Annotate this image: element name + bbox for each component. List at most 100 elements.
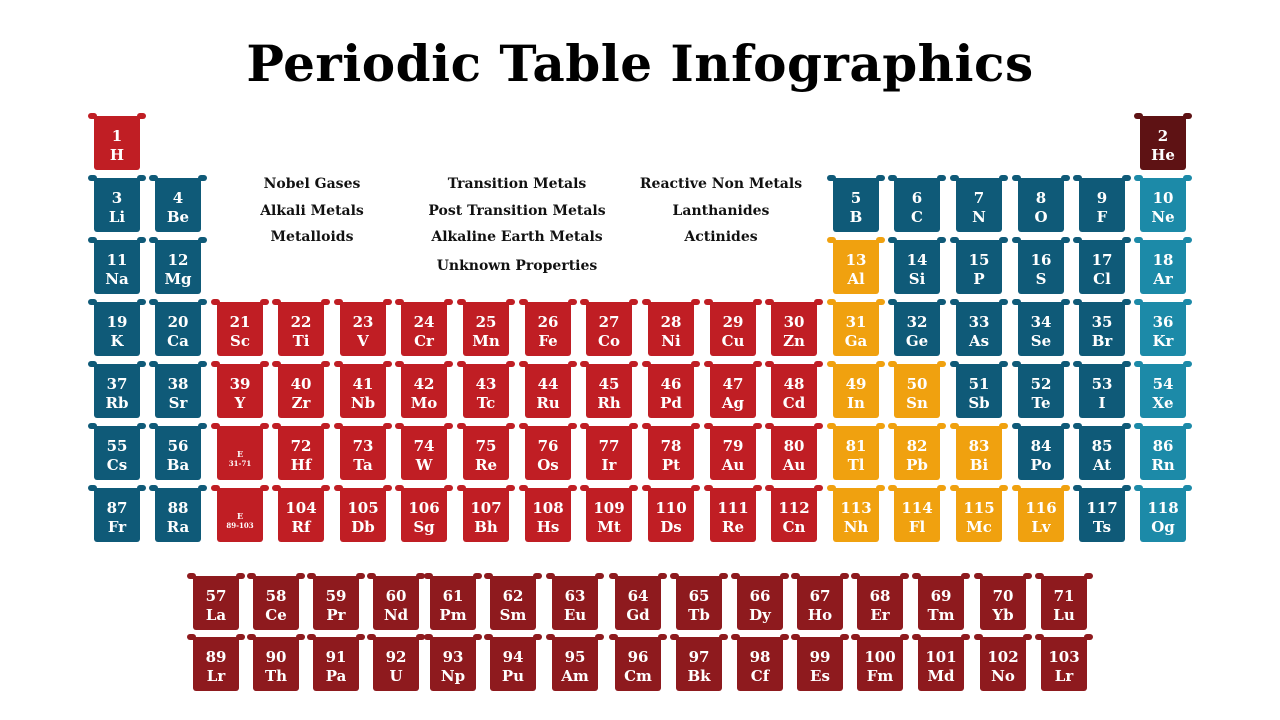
element-tile-mt: 109 Mt [580,485,638,542]
element-tile-sg: 106 Sg [395,485,453,542]
element-number: 6 [911,189,923,207]
element-tile-u: 92 U [367,634,425,691]
element-symbol: Dy [749,606,771,624]
element-symbol: Pt [661,456,681,474]
element-symbol: Ru [536,394,560,412]
element-tile-ar: 18 Ar [1134,237,1192,294]
element-tile-rh: 45 Rh [580,361,638,418]
element-symbol: Lr [206,667,226,685]
element-number: 27 [598,313,620,331]
element-tile-ne: 10 Ne [1134,175,1192,232]
element-tile-mg: 12 Mg [149,237,207,294]
element-tile-sc: 21 Sc [211,299,269,356]
element-symbol: Ir [601,456,617,474]
element-number: 112 [778,499,810,517]
element-tile-cu: 29 Cu [704,299,762,356]
element-symbol: Na [105,270,129,288]
element-number: 71 [1053,587,1075,605]
element-tile-fr: 87 Fr [88,485,146,542]
element-number: 11 [106,251,128,269]
element-symbol: Zr [291,394,311,412]
element-tile-s: 16 S [1012,237,1070,294]
element-symbol: Zn [783,332,805,350]
element-tile-og: 118 Og [1134,485,1192,542]
element-tile-th: 90 Th [247,634,305,691]
element-tile-ge: 32 Ge [888,299,946,356]
element-number: 15 [968,251,990,269]
element-symbol: Ga [844,332,868,350]
element-symbol: Nb [350,394,376,412]
element-tile-pa: 91 Pa [307,634,365,691]
legend-transition-metals: Transition Metals [447,176,587,192]
legend-actinides: Actinides [684,229,758,245]
element-tile-cs: 55 Cs [88,423,146,480]
element-number: 113 [840,499,872,517]
element-tile-as: 33 As [950,299,1008,356]
element-symbol: Lr [1054,667,1074,685]
element-tile-ho: 67 Ho [791,573,849,630]
page-title: Periodic Table Infographics [246,34,1034,93]
element-number: 107 [470,499,502,517]
element-tile-cd: 48 Cd [765,361,823,418]
element-tile-pt: 78 Pt [642,423,700,480]
element-symbol: Rn [1151,456,1175,474]
element-tile-mn: 25 Mn [457,299,515,356]
element-number: 41 [352,375,374,393]
element-tile-dy: 66 Dy [731,573,789,630]
element-number: 87 [106,499,128,517]
element-tile-sb: 51 Sb [950,361,1008,418]
element-tile-ni: 28 Ni [642,299,700,356]
element-symbol: Br [1091,332,1113,350]
element-symbol: Th [264,667,288,685]
element-number: 47 [722,375,744,393]
element-tile-tb: 65 Tb [670,573,728,630]
element-number: 64 [627,587,649,605]
element-symbol: Po [1030,456,1052,474]
element-symbol: Rh [597,394,621,412]
element-symbol: Fl [908,518,926,536]
element-tile-y: 39 Y [211,361,269,418]
element-tile-re: 111 Re [704,485,762,542]
element-tile-tm: 69 Tm [912,573,970,630]
legend-alkaline-earth-metals: Alkaline Earth Metals [431,229,603,245]
element-number: 16 [1030,251,1052,269]
element-number: 36 [1152,313,1174,331]
element-symbol: O [1034,208,1048,226]
element-symbol: Pd [660,394,682,412]
element-symbol: Ra [166,518,190,536]
element-symbol: U [389,667,403,685]
element-tile-k: 19 K [88,299,146,356]
element-tile-ca: 20 Ca [149,299,207,356]
element-tile-sn: 50 Sn [888,361,946,418]
element-number: 58 [265,587,287,605]
element-number: 28 [660,313,682,331]
element-tile-in: 49 In [827,361,885,418]
element-tile-lr: 89 Lr [187,634,245,691]
element-symbol: Db [351,518,375,536]
element-symbol: Ds [660,518,682,536]
element-number: 34 [1030,313,1052,331]
element-number: 91 [325,648,347,666]
element-number: 5 [850,189,862,207]
element-tile-md: 101 Md [912,634,970,691]
element-tile-pd: 46 Pd [642,361,700,418]
element-tile-p: 15 P [950,237,1008,294]
element-symbol: La [205,606,227,624]
element-number: 82 [906,437,928,455]
element-symbol: Nd [383,606,409,624]
element-symbol: No [991,667,1015,685]
element-number: 81 [845,437,867,455]
element-tile-ag: 47 Ag [704,361,762,418]
element-tile-cm: 96 Cm [609,634,667,691]
element-number: 37 [106,375,128,393]
element-tile-na: 11 Na [88,237,146,294]
element-number: 67 [809,587,831,605]
element-tile-nh: 113 Nh [827,485,885,542]
element-symbol: Bk [687,667,711,685]
element-symbol: Mc [966,518,992,536]
element-symbol: Er [870,606,890,624]
element-number: 72 [290,437,312,455]
element-tile-os: 76 Os [519,423,577,480]
